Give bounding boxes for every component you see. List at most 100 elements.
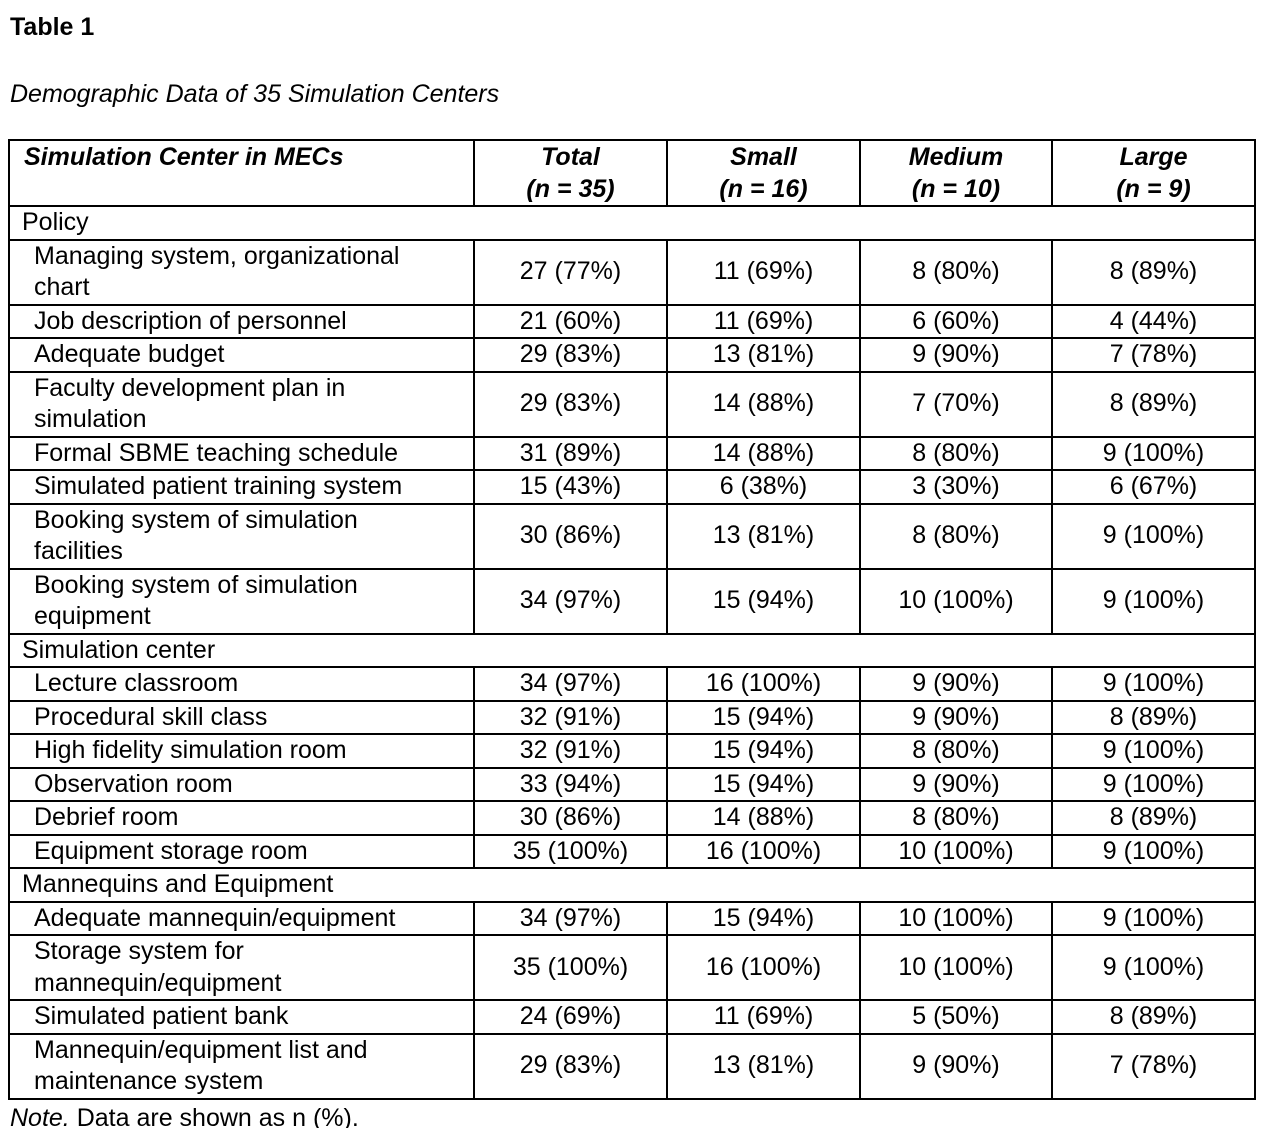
row-label: Formal SBME teaching schedule bbox=[8, 435, 475, 471]
section-row: Policy bbox=[8, 205, 1256, 241]
table-row: Storage system for mannequin/equipment 3… bbox=[8, 934, 1256, 1001]
table-row: Managing system, organizational chart 27… bbox=[8, 238, 1256, 306]
cell-value: 8 (89%) bbox=[1051, 699, 1256, 735]
cell-value: 10 (100%) bbox=[859, 833, 1053, 869]
cell-value: 3 (30%) bbox=[859, 469, 1053, 505]
row-label: Adequate mannequin/equipment bbox=[8, 900, 475, 936]
row-label: Booking system of simulation equipment bbox=[8, 567, 475, 635]
cell-value: 21 (60%) bbox=[473, 303, 668, 339]
cell-value: 6 (67%) bbox=[1051, 469, 1256, 505]
row-label: Simulated patient bank bbox=[8, 999, 475, 1035]
table-note: Note. Data are shown as n (%). bbox=[10, 1103, 1266, 1128]
section-title: Mannequins and Equipment bbox=[8, 867, 1256, 903]
cell-value: 29 (83%) bbox=[473, 370, 668, 438]
cell-value: 11 (69%) bbox=[666, 238, 861, 306]
table-caption: Demographic Data of 35 Simulation Center… bbox=[10, 80, 500, 108]
cell-value: 8 (80%) bbox=[859, 435, 1053, 471]
cell-value: 29 (83%) bbox=[473, 1032, 668, 1100]
table-row: High fidelity simulation room 32 (91%) 1… bbox=[8, 733, 1256, 769]
cell-value: 9 (100%) bbox=[1051, 666, 1256, 702]
cell-value: 8 (80%) bbox=[859, 238, 1053, 306]
cell-value: 16 (100%) bbox=[666, 934, 861, 1001]
cell-value: 9 (90%) bbox=[859, 766, 1053, 802]
note-prefix: Note. bbox=[10, 1103, 70, 1128]
cell-value: 13 (81%) bbox=[666, 502, 861, 570]
cell-value: 16 (100%) bbox=[666, 833, 861, 869]
cell-value: 27 (77%) bbox=[473, 238, 668, 306]
cell-value: 8 (89%) bbox=[1051, 800, 1256, 836]
cell-value: 15 (94%) bbox=[666, 900, 861, 936]
table-row: Simulated patient bank 24 (69%) 11 (69%)… bbox=[8, 999, 1256, 1035]
cell-value: 9 (100%) bbox=[1051, 567, 1256, 635]
table-row: Observation room 33 (94%) 15 (94%) 9 (90… bbox=[8, 766, 1256, 802]
cell-value: 13 (81%) bbox=[666, 1032, 861, 1100]
cell-value: 8 (89%) bbox=[1051, 370, 1256, 438]
table-row: Job description of personnel 21 (60%) 11… bbox=[8, 303, 1256, 339]
row-label: Debrief room bbox=[8, 800, 475, 836]
cell-value: 34 (97%) bbox=[473, 666, 668, 702]
table-row: Procedural skill class 32 (91%) 15 (94%)… bbox=[8, 699, 1256, 735]
cell-value: 30 (86%) bbox=[473, 800, 668, 836]
cell-value: 11 (69%) bbox=[666, 999, 861, 1035]
row-label: Observation room bbox=[8, 766, 475, 802]
cell-value: 6 (60%) bbox=[859, 303, 1053, 339]
row-label: Equipment storage room bbox=[8, 833, 475, 869]
table-row: Lecture classroom 34 (97%) 16 (100%) 9 (… bbox=[8, 666, 1256, 702]
row-label: Simulated patient training system bbox=[8, 469, 475, 505]
table-row: Mannequin/equipment list and maintenance… bbox=[8, 1032, 1256, 1100]
column-header-row-label: Simulation Center in MECs bbox=[8, 139, 475, 207]
cell-value: 13 (81%) bbox=[666, 337, 861, 373]
cell-value: 7 (78%) bbox=[1051, 1032, 1256, 1100]
row-label: Booking system of simulation facilities bbox=[8, 502, 475, 570]
cell-value: 9 (100%) bbox=[1051, 435, 1256, 471]
row-label: Job description of personnel bbox=[8, 303, 475, 339]
cell-value: 24 (69%) bbox=[473, 999, 668, 1035]
row-label: Lecture classroom bbox=[8, 666, 475, 702]
section-row: Simulation center bbox=[8, 632, 1256, 668]
cell-value: 32 (91%) bbox=[473, 733, 668, 769]
cell-value: 9 (100%) bbox=[1051, 934, 1256, 1001]
cell-value: 9 (100%) bbox=[1051, 733, 1256, 769]
cell-value: 35 (100%) bbox=[473, 934, 668, 1001]
cell-value: 8 (80%) bbox=[859, 733, 1053, 769]
cell-value: 15 (94%) bbox=[666, 766, 861, 802]
cell-value: 9 (100%) bbox=[1051, 833, 1256, 869]
cell-value: 32 (91%) bbox=[473, 699, 668, 735]
cell-value: 15 (94%) bbox=[666, 567, 861, 635]
cell-value: 9 (100%) bbox=[1051, 900, 1256, 936]
cell-value: 7 (70%) bbox=[859, 370, 1053, 438]
header-row: Simulation Center in MECs Total (n = 35)… bbox=[8, 139, 1256, 207]
row-label: Storage system for mannequin/equipment bbox=[8, 934, 475, 1001]
column-header-small: Small (n = 16) bbox=[666, 139, 861, 207]
cell-value: 9 (90%) bbox=[859, 666, 1053, 702]
demographics-table: Simulation Center in MECs Total (n = 35)… bbox=[8, 139, 1256, 1100]
cell-value: 7 (78%) bbox=[1051, 337, 1256, 373]
cell-value: 6 (38%) bbox=[666, 469, 861, 505]
cell-value: 15 (94%) bbox=[666, 699, 861, 735]
cell-value: 9 (90%) bbox=[859, 337, 1053, 373]
column-header-medium: Medium (n = 10) bbox=[859, 139, 1053, 207]
cell-value: 8 (80%) bbox=[859, 800, 1053, 836]
cell-value: 16 (100%) bbox=[666, 666, 861, 702]
column-header-total: Total (n = 35) bbox=[473, 139, 668, 207]
cell-value: 15 (43%) bbox=[473, 469, 668, 505]
cell-value: 9 (90%) bbox=[859, 1032, 1053, 1100]
cell-value: 9 (100%) bbox=[1051, 502, 1256, 570]
cell-value: 14 (88%) bbox=[666, 800, 861, 836]
row-label: High fidelity simulation room bbox=[8, 733, 475, 769]
note-text: Data are shown as n (%). bbox=[76, 1103, 359, 1128]
table-row: Adequate mannequin/equipment 34 (97%) 15… bbox=[8, 900, 1256, 936]
cell-value: 8 (89%) bbox=[1051, 238, 1256, 306]
cell-value: 10 (100%) bbox=[859, 934, 1053, 1001]
cell-value: 35 (100%) bbox=[473, 833, 668, 869]
row-label: Mannequin/equipment list and maintenance… bbox=[8, 1032, 475, 1100]
cell-value: 9 (90%) bbox=[859, 699, 1053, 735]
row-label: Faculty development plan in simulation bbox=[8, 370, 475, 438]
cell-value: 31 (89%) bbox=[473, 435, 668, 471]
table-row: Booking system of simulation facilities … bbox=[8, 502, 1256, 570]
table-label: Table 1 bbox=[10, 13, 95, 41]
table-row: Equipment storage room 35 (100%) 16 (100… bbox=[8, 833, 1256, 869]
cell-value: 10 (100%) bbox=[859, 900, 1053, 936]
table-row: Debrief room 30 (86%) 14 (88%) 8 (80%) 8… bbox=[8, 800, 1256, 836]
cell-value: 14 (88%) bbox=[666, 435, 861, 471]
